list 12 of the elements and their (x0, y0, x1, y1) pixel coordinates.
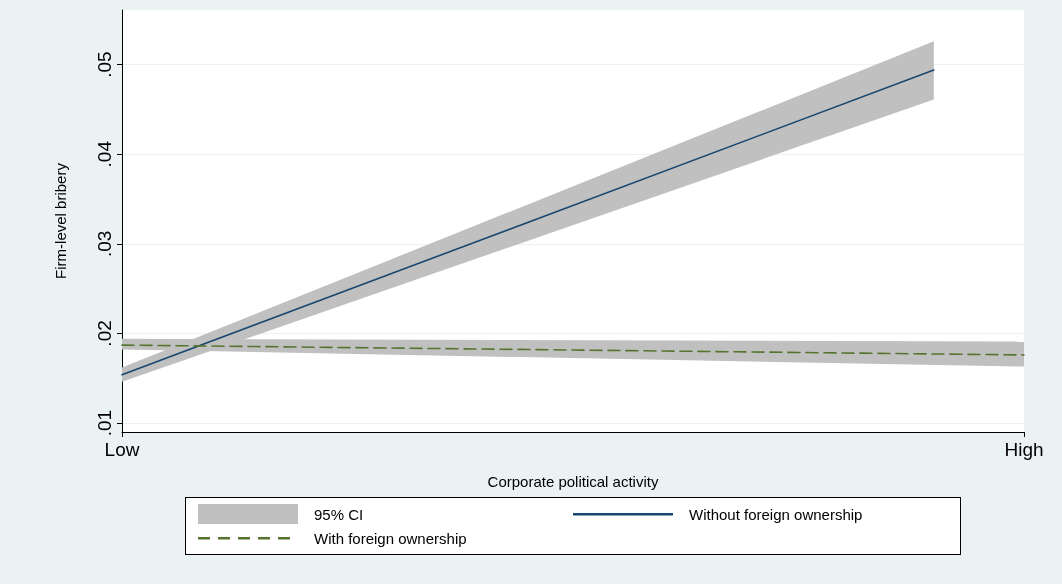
y-tick-label: .02 (94, 320, 115, 347)
legend-label: With foreign ownership (314, 529, 467, 547)
y-tick-label: .05 (94, 51, 115, 78)
y-tick-label: .04 (94, 140, 115, 168)
y-tick-label: .03 (94, 230, 115, 258)
y-tick-label: .01 (94, 409, 115, 437)
x-axis-title: Corporate political activity (487, 473, 659, 490)
x-tick-label: Low (104, 439, 140, 460)
y-axis-title: Firm-level bribery (52, 162, 69, 279)
x-tick-label: High (1004, 439, 1044, 460)
legend-label: Without foreign ownership (689, 505, 863, 523)
text: 95% CI (314, 505, 364, 523)
